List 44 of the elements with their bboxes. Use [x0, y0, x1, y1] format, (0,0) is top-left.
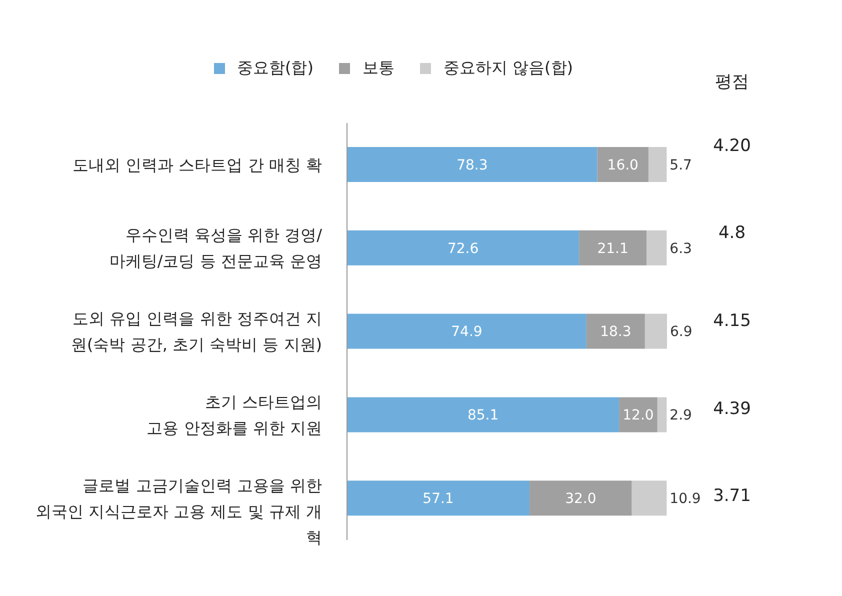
- data-label: 32.0: [565, 491, 596, 507]
- data-label: 16.0: [607, 157, 638, 174]
- bar: [347, 147, 598, 182]
- bar: [644, 314, 667, 349]
- data-label: 78.3: [456, 157, 488, 174]
- text: 4.20: [712, 134, 752, 157]
- text: 4.39: [712, 398, 752, 420]
- bar: [657, 397, 667, 432]
- bar: [347, 397, 620, 432]
- bar: [347, 480, 530, 516]
- bar: [648, 147, 667, 182]
- data-label: 10.9: [670, 491, 701, 507]
- y-tick-label: 도내외 인력과 스타트업 간 매칭 확: [72, 155, 322, 174]
- bar: [646, 230, 667, 266]
- bar: [347, 314, 586, 349]
- data-label: 2.9: [670, 408, 692, 424]
- data-label: 85.1: [467, 408, 499, 424]
- data-label: 57.1: [422, 491, 454, 507]
- data-label: 21.1: [597, 240, 628, 257]
- y-tick-label: 도외 유입 인력을 위한 정주여건 지 원(숙박 공간, 초기 숙박비 등 지원): [71, 309, 322, 354]
- bar: [619, 397, 658, 432]
- bar: [579, 230, 647, 266]
- text: 4.15: [712, 310, 752, 332]
- data-label: 72.6: [447, 240, 479, 257]
- bar: [586, 314, 645, 349]
- bar: [530, 480, 632, 516]
- data-label: 6.3: [670, 240, 692, 257]
- text: 3.71: [712, 485, 752, 508]
- legend-label: 보통: [361, 58, 394, 79]
- data-label: 5.7: [670, 157, 692, 174]
- text: 4.8: [717, 222, 747, 244]
- bar: [632, 480, 667, 516]
- y-tick-label: 초기 스타트업의 고용 안정화를 위한 지원: [146, 392, 322, 438]
- y-tick-label: 우수인력 육성을 위한 경영/ 마케팅/코딩 등 전문교육 운영: [109, 226, 323, 271]
- data-label: 12.0: [622, 408, 654, 424]
- legend-label: 중요함(합): [236, 58, 314, 79]
- text: 평점: [714, 71, 750, 93]
- y-tick-label: 글로벌 고금기술인력 고용을 위한 외국인 지식근로자 고용 제도 및 규제 개 혁: [35, 476, 322, 547]
- bar: [597, 147, 648, 182]
- data-label: 6.9: [670, 324, 692, 340]
- data-label: 74.9: [451, 324, 482, 340]
- bar: [347, 230, 580, 266]
- data-label: 18.3: [600, 324, 632, 340]
- legend-label: 중요하지 않음(합): [442, 58, 574, 79]
